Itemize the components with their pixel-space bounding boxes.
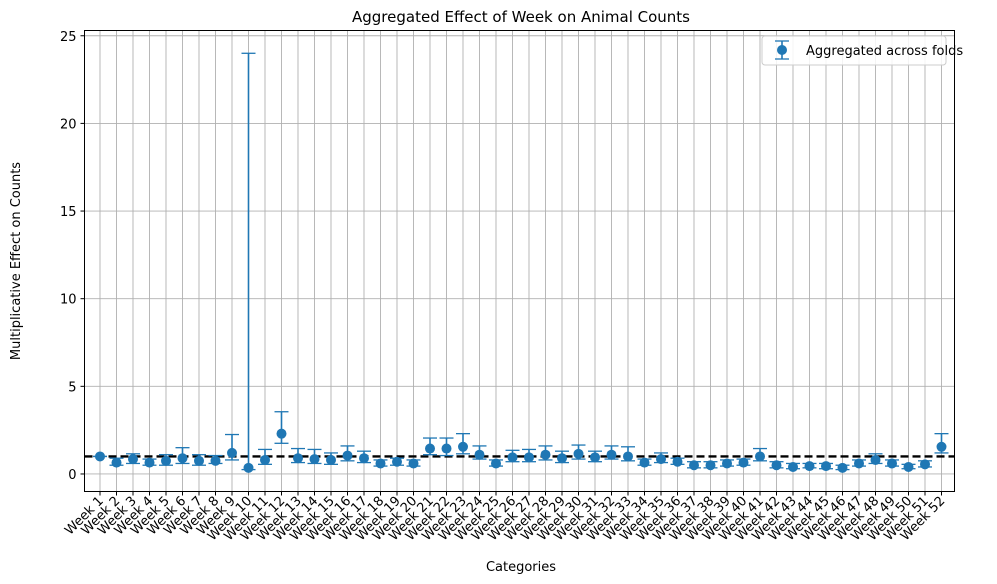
y-axis-label: Multiplicative Effect on Counts	[9, 162, 24, 360]
legend-point	[777, 45, 787, 55]
data-point	[111, 457, 122, 468]
y-tick-label: 0	[68, 468, 76, 483]
data-point	[309, 454, 320, 465]
data-point	[705, 460, 716, 471]
y-axis-ticks: 0 5 10 15 20 25	[60, 30, 85, 483]
data-point	[128, 454, 138, 465]
series-layer	[93, 52, 949, 473]
legend-marker	[775, 40, 789, 60]
data-point	[804, 461, 815, 472]
data-point	[557, 453, 567, 464]
data-point	[474, 449, 485, 460]
legend-label: Aggregated across folds	[806, 44, 963, 59]
data-point	[936, 441, 947, 452]
data-point	[738, 457, 749, 468]
data-point	[144, 457, 155, 468]
plot-frame	[84, 30, 955, 492]
y-tick-label: 15	[60, 205, 77, 220]
data-point	[95, 451, 105, 462]
data-point	[821, 461, 831, 472]
data-point	[408, 458, 419, 469]
data-point	[177, 453, 188, 464]
legend-box	[761, 35, 947, 66]
data-point	[788, 461, 798, 472]
data-point	[524, 452, 534, 463]
data-point	[491, 458, 501, 469]
data-point	[210, 455, 221, 466]
y-tick-label: 20	[60, 117, 77, 132]
data-point	[573, 448, 584, 459]
data-point	[837, 462, 848, 473]
data-point	[359, 453, 369, 464]
data-point	[276, 428, 287, 439]
data-point	[771, 460, 782, 471]
data-point	[243, 462, 254, 473]
y-tick-label: 25	[60, 30, 77, 45]
data-point	[540, 449, 551, 460]
y-tick-label: 5	[68, 380, 76, 395]
y-tick-label: 10	[60, 293, 77, 308]
data-point	[722, 458, 732, 469]
data-point	[606, 449, 617, 460]
grid-layer	[84, 30, 955, 492]
data-point	[293, 453, 303, 464]
data-point	[194, 455, 204, 466]
data-point	[441, 443, 452, 454]
data-point	[375, 458, 386, 469]
data-point	[458, 441, 468, 452]
data-point	[392, 456, 402, 467]
data-point	[870, 454, 881, 465]
data-point	[755, 451, 765, 462]
data-point	[227, 447, 237, 458]
data-point	[639, 457, 650, 468]
data-point	[161, 455, 171, 466]
data-point	[672, 456, 683, 467]
data-point	[656, 454, 666, 465]
data-point	[260, 454, 270, 465]
data-point	[920, 459, 930, 470]
x-axis-label: Categories	[486, 560, 556, 575]
data-point	[507, 452, 518, 463]
chart-title: Aggregated Effect of Week on Animal Coun…	[352, 8, 690, 26]
data-point	[854, 458, 864, 469]
data-point	[903, 461, 914, 472]
data-point	[887, 458, 897, 469]
data-point	[342, 450, 353, 461]
data-point	[425, 443, 435, 454]
data-point	[623, 451, 633, 462]
data-point	[326, 454, 336, 465]
legend: Aggregated across folds	[761, 35, 963, 66]
data-point	[689, 460, 699, 471]
data-point	[590, 452, 600, 463]
